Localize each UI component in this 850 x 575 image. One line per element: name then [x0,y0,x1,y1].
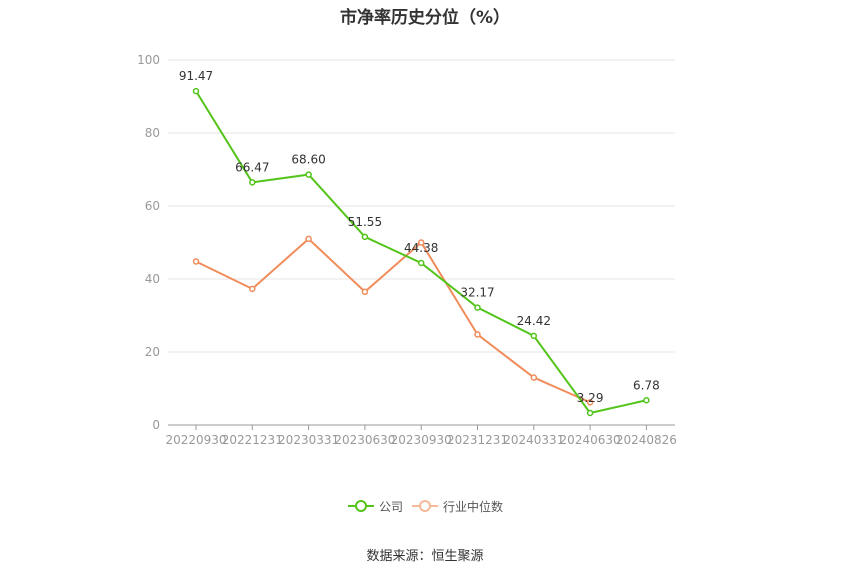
data-label: 32.17 [460,286,494,300]
y-tick-label: 80 [145,126,160,140]
data-label: 24.42 [517,314,551,328]
y-tick-label: 20 [145,345,160,359]
industry-median-point [192,258,200,265]
data-label: 91.47 [179,69,213,83]
series-layer [192,87,650,417]
chart-title: 市净率历史分位（%） [339,8,511,28]
industry-median-series-line [195,237,591,404]
x-tick-label: 20240331 [503,433,564,447]
industry-median-point [249,285,256,293]
legend-company-marker-icon [348,499,374,513]
data-labels: 91.47 66.47 68.60 51.55 44.38 32.17 24.42 3.29 6… [179,69,660,405]
company-point [305,171,312,178]
company-point [643,397,650,404]
company-point [192,87,200,95]
industry-median-point [417,239,425,246]
industry-median-point [586,399,594,406]
legend-industry-label: 行业中位数 [443,499,504,514]
x-tick-label: 20220930 [165,433,226,447]
data-label: 66.47 [235,160,269,174]
data-label: 51.55 [348,215,382,229]
x-tick-label: 20240630 [560,433,621,447]
industry-median-point [361,288,369,296]
data-label: 3.29 [577,391,604,405]
industry-median-point [474,331,481,338]
data-label: 6.78 [633,378,660,392]
x-tick-label: 20230930 [391,433,452,447]
company-point [586,409,594,417]
company-point [361,233,369,241]
y-tick-label: 100 [137,53,160,67]
grid-lines [168,59,675,353]
y-tick-label: 0 [152,418,160,432]
company-point [474,304,481,311]
y-tick-label: 40 [145,272,160,286]
x-tick-label: 20230630 [334,433,395,447]
x-tick-label: 20221231 [222,433,283,447]
x-axis: 2022093020221231202303312023063020230930… [165,424,677,447]
x-tick-label: 20240826 [616,433,677,447]
x-tick-label: 20230331 [278,433,339,447]
company-point [530,332,538,340]
legend-industry-marker-icon [412,499,438,513]
y-tick-label: 60 [145,199,160,213]
company-point [249,179,256,186]
legend-item-company[interactable]: 公司 [348,497,403,515]
industry-median-point [305,235,312,243]
data-label: 44.38 [404,241,438,255]
industry-median-point [530,374,538,381]
legend-item-industry-median[interactable]: 行业中位数 [412,497,503,515]
y-axis: 0 20 40 60 80 100 [137,53,160,432]
x-tick-label: 20231231 [447,433,508,447]
legend-company-label: 公司 [379,499,404,514]
data-source: 数据来源：恒生聚源 [366,549,484,564]
data-label: 68.60 [291,153,325,167]
company-point [417,259,425,267]
